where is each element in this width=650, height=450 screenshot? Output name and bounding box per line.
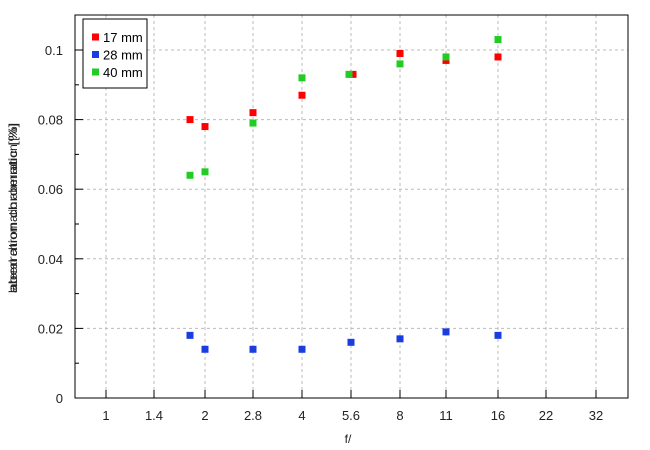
data-point — [349, 70, 357, 78]
data-point — [396, 49, 404, 57]
legend: 17 mm 28 mm 40 mm — [82, 18, 148, 89]
data-point — [201, 123, 209, 131]
x-axis-title: f/ — [345, 432, 352, 446]
legend-label: 28 mm — [103, 48, 143, 63]
data-point — [201, 168, 209, 176]
y-tick-label: 0.08 — [38, 113, 63, 128]
data-point — [249, 119, 257, 127]
data-point — [298, 74, 306, 82]
y-axis-title-overlay: aberration chromatic [%] — [6, 123, 20, 293]
data-point — [494, 36, 502, 44]
legend-swatch — [92, 51, 99, 58]
data-point — [345, 70, 353, 78]
x-tick-label: 2.8 — [244, 408, 262, 423]
legend-label: 40 mm — [103, 65, 143, 80]
data-point — [186, 116, 194, 124]
x-tick-label: 1 — [102, 408, 109, 423]
data-point — [396, 60, 404, 68]
data-point — [249, 345, 257, 353]
data-point — [442, 328, 450, 336]
y-tick-label: 0.06 — [38, 182, 63, 197]
data-point — [201, 345, 209, 353]
x-tick-label: 32 — [589, 408, 603, 423]
data-point — [347, 338, 355, 346]
data-points — [186, 36, 502, 353]
x-tick-label: 8 — [396, 408, 403, 423]
legend-label: 17 mm — [103, 30, 143, 45]
plot-frame — [74, 14, 629, 399]
x-tick-label: 22 — [539, 408, 553, 423]
data-point — [249, 109, 257, 117]
y-tick-label: 0.02 — [38, 321, 63, 336]
x-tick-label: 1.4 — [145, 408, 163, 423]
data-point — [494, 331, 502, 339]
x-tick-label: 16 — [491, 408, 505, 423]
y-axis-title-primary: lateral chromatic aberration [%] — [6, 123, 20, 293]
data-point — [298, 91, 306, 99]
x-tick-label: 4 — [298, 408, 305, 423]
data-point — [186, 331, 194, 339]
y-tick-label: 0.1 — [45, 43, 63, 58]
data-point — [396, 335, 404, 343]
y-tick-label: 0 — [56, 391, 63, 406]
axes: 0 0.02 0.04 0.06 0.08 0.1 1 1.4 2 2.8 4 5.6 8 11 16 22 3… — [38, 14, 629, 423]
y-axis-title: lateral chromatic aberration [%] aberrat… — [6, 123, 20, 293]
data-point — [186, 171, 194, 179]
data-point — [494, 53, 502, 61]
x-tick-label: 5.6 — [342, 408, 360, 423]
y-tick-label: 0.04 — [38, 252, 63, 267]
data-point — [298, 345, 306, 353]
data-point — [442, 53, 450, 61]
legend-swatch — [92, 68, 99, 76]
legend-swatch — [92, 33, 99, 41]
x-tick-label: 2 — [201, 408, 208, 423]
x-tick-label: 11 — [439, 408, 453, 423]
